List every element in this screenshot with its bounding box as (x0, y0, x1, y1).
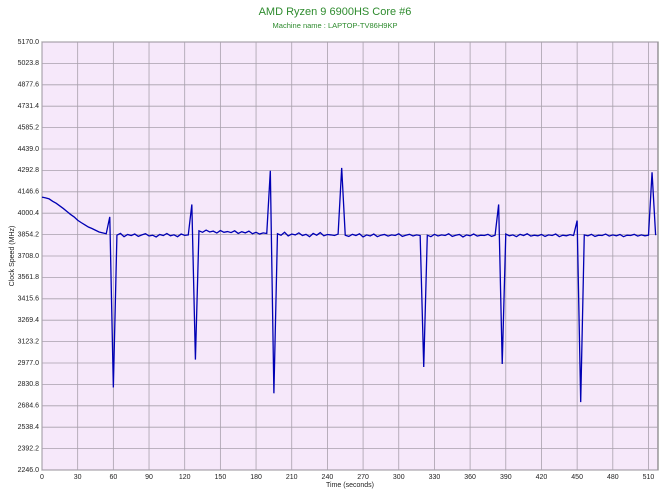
x-tick-label: 390 (500, 474, 512, 481)
x-tick-label: 270 (357, 474, 369, 481)
x-tick-label: 300 (393, 474, 405, 481)
chart-subtitle: Machine name : LAPTOP-TV86H9KP (273, 21, 398, 30)
y-tick-label: 4731.4 (18, 103, 40, 110)
y-tick-label: 3415.6 (18, 296, 40, 303)
y-tick-label: 2392.2 (18, 445, 40, 452)
y-tick-label: 5023.8 (18, 60, 40, 67)
y-tick-label: 2977.0 (18, 360, 40, 367)
y-tick-label: 4877.6 (18, 82, 40, 89)
y-tick-label: 5170.0 (18, 39, 40, 46)
x-tick-label: 120 (179, 474, 191, 481)
y-tick-label: 2538.4 (18, 424, 40, 431)
x-tick-label: 450 (571, 474, 583, 481)
x-axis-label: Time (seconds) (326, 482, 374, 489)
y-tick-label: 2684.6 (18, 403, 40, 410)
y-tick-label: 2246.0 (18, 467, 40, 474)
x-tick-label: 510 (643, 474, 655, 481)
x-tick-label: 330 (429, 474, 441, 481)
y-tick-label: 4585.2 (18, 124, 40, 131)
y-tick-label: 3708.0 (18, 253, 40, 260)
y-axis-label: Clock Speed (MHz) (9, 226, 16, 287)
x-tick-label: 30 (74, 474, 82, 481)
x-tick-label: 180 (250, 474, 262, 481)
x-tick-label: 210 (286, 474, 298, 481)
x-tick-label: 150 (215, 474, 227, 481)
y-tick-label: 4439.0 (18, 146, 40, 153)
y-tick-label: 4000.4 (18, 210, 40, 217)
y-tick-label: 4292.8 (18, 167, 40, 174)
y-tick-label: 2830.8 (18, 381, 40, 388)
x-tick-label: 60 (109, 474, 117, 481)
y-tick-label: 3854.2 (18, 231, 40, 238)
chart-title: AMD Ryzen 9 6900HS Core #6 (259, 6, 412, 18)
x-tick-label: 420 (536, 474, 548, 481)
x-tick-label: 0 (40, 474, 44, 481)
y-tick-label: 3269.4 (18, 317, 40, 324)
x-tick-label: 240 (322, 474, 334, 481)
y-tick-label: 3123.2 (18, 338, 40, 345)
x-tick-label: 480 (607, 474, 619, 481)
y-tick-label: 4146.6 (18, 189, 40, 196)
y-tick-label: 3561.8 (18, 274, 40, 281)
data-line (41, 167, 657, 403)
x-tick-label: 360 (464, 474, 476, 481)
x-tick-label: 90 (145, 474, 153, 481)
